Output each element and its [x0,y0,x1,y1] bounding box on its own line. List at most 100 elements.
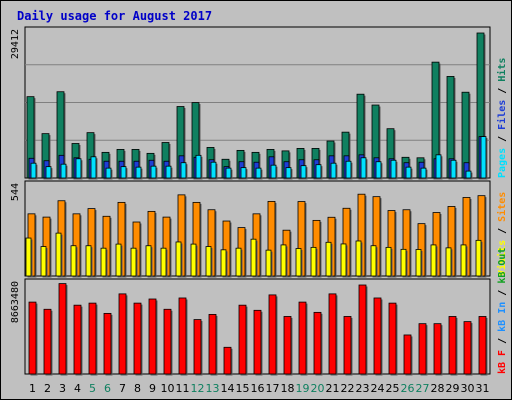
bar-kb-f-fill [433,323,442,375]
bar-kb-f [388,302,398,376]
bar-kb-f [358,284,368,376]
bar-visits [340,243,348,278]
bar-pages [75,158,83,180]
bar-kb-f [163,308,173,376]
bar-visits [205,246,213,278]
bar-visits-fill [235,247,242,277]
bar-visits-fill [265,249,272,277]
bar-pages [105,167,113,180]
bar-kb-f [268,294,278,376]
bar-visits-fill [85,245,92,277]
bar-kb-f-fill [478,316,487,375]
bar-pages-fill [450,159,457,179]
bar-visits [100,247,108,278]
x-tick-label: 31 [476,382,490,395]
legend-part: Pages [497,148,508,178]
bar-pages [300,165,308,180]
bar-visits-fill [40,246,47,277]
bar-kb-f [253,309,263,376]
bar-visits [220,249,228,278]
bar-visits-fill [205,246,212,277]
bar-pages-fill [150,165,157,179]
bar-kb-f-fill [358,284,367,375]
x-tick-label: 5 [89,382,96,395]
bar-kb-f [88,302,98,376]
bar-pages-fill [60,163,67,179]
bar-kb-f-fill [28,301,37,375]
bar-kb-f [28,301,38,376]
x-tick-label: 17 [266,382,280,395]
x-tick-label: 12 [191,382,205,395]
bar-kb-f [298,301,308,376]
bar-pages [330,162,338,180]
x-tick-label: 29 [446,382,460,395]
x-tick-label: 7 [119,382,126,395]
bar-kb-f [373,297,383,376]
bar-kb-f-fill [328,293,337,375]
bar-pages [240,167,248,180]
bar-pages [60,163,68,180]
bar-kb-f [313,311,323,376]
bar-visits [235,247,243,278]
bar-visits [40,246,48,278]
bar-pages-fill [105,167,112,179]
bar-pages [360,157,368,180]
x-tick-label: 16 [251,382,265,395]
bar-pages-fill [255,167,262,179]
bar-visits-fill [385,246,392,277]
x-tick-label: 4 [74,382,81,395]
bar-pages [135,166,143,180]
bar-kb-f [43,308,53,376]
legend-part: Files [496,100,508,130]
chart-title: Daily usage for August 2017 [17,9,212,23]
bar-visits-fill [130,247,137,277]
bar-pages-fill [480,136,487,179]
bar-visits [415,249,423,278]
bar-visits [145,245,153,278]
bar-kb-f [403,334,413,376]
bar-kb-f [58,283,68,376]
x-tick-label: 8 [134,382,141,395]
bar-pages-fill [225,167,232,179]
legend-part: kB Out [497,248,508,284]
bar-pages-fill [195,154,202,179]
bar-pages-fill [180,162,187,179]
bar-visits-fill [25,237,32,277]
x-tick-label: 11 [176,382,190,395]
bar-kb-f [463,321,473,376]
bar-visits [160,247,168,278]
bar-kb-f [133,302,143,376]
bar-kb-f [448,316,458,376]
bar-kb-f-fill [178,297,187,375]
bar-visits [130,247,138,278]
bar-kb-f-fill [298,301,307,375]
x-tick-label: 20 [311,382,325,395]
legend-part: / [497,284,508,302]
bar-pages-fill [390,159,397,179]
bar-visits [385,246,393,278]
bar-visits-fill [100,247,107,277]
bar-pages [210,161,218,180]
bar-pages [165,165,173,180]
bar-pages-fill [300,165,307,179]
bar-visits [430,244,438,278]
bar-kb-f [178,297,188,376]
legend-part: Visits [496,240,508,276]
bar-visits-fill [115,243,122,277]
bar-kb-f-fill [373,297,382,375]
bar-visits-fill [160,247,167,277]
bar-pages [225,167,233,180]
bar-visits [55,232,63,278]
bar-kb-f-fill [163,308,172,375]
bar-visits [475,239,483,278]
bar-pages [45,166,53,180]
x-tick-label: 24 [371,382,385,395]
bar-pages-fill [135,166,142,179]
bar-pages-fill [315,164,322,179]
bar-pages-fill [75,158,82,179]
x-tick-label: 25 [386,382,400,395]
bar-kb-f-fill [313,311,322,375]
bar-pages [420,167,428,180]
bar-kb-f-fill [238,304,247,375]
